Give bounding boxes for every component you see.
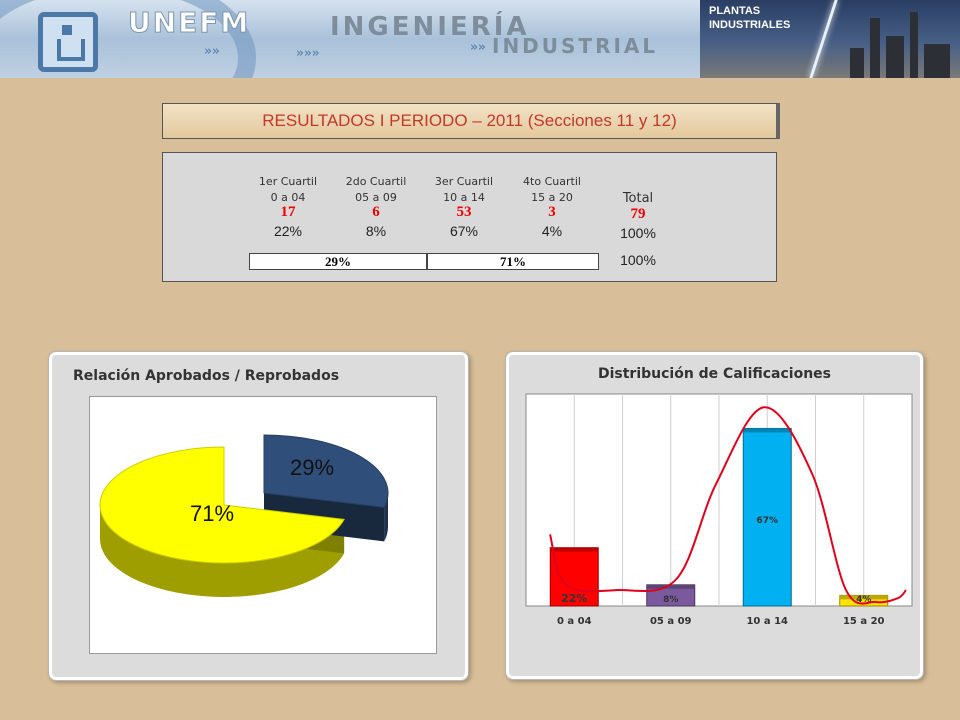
quartile-column: 4to Cuartil 15 a 20 3 4%: [523, 175, 581, 239]
header-banner: UNEFM INGENIERÍA INDUSTRIAL »» »»» »» PL…: [0, 0, 960, 78]
bar-data-label: 4%: [856, 595, 871, 605]
pie-slice-failed-side: [384, 493, 388, 542]
lightning-icon: [809, 0, 838, 78]
chevron-right-icon: »»: [204, 44, 220, 59]
bar-data-label: 8%: [663, 595, 678, 605]
x-tick-label: 10 a 14: [746, 616, 788, 627]
bar-chart-panel: Distribución de Calificaciones 22% 8% 67% 4…: [505, 351, 924, 680]
bar-chart: 22% 8% 67% 4% 0 a 04 05 a 09 10 a 14 15 a 20: [525, 393, 913, 627]
x-tick-label: 05 a 09: [650, 616, 692, 627]
pie-label-failed: 29%: [290, 455, 334, 480]
bar-top: [550, 547, 599, 552]
bar-top: [743, 428, 792, 433]
results-title: RESULTADOS I PERIODO – 2011 (Secciones 1…: [162, 103, 780, 139]
pie-chart-panel: Relación Aprobados / Reprobados 71% 29%: [48, 351, 469, 681]
bar-chart-title: Distribución de Calificaciones: [597, 366, 832, 382]
plants-label: PLANTAS INDUSTRIALES: [709, 5, 791, 31]
gear-logo-icon: [38, 12, 98, 72]
bar-top: [646, 584, 695, 589]
industrial-plants-image: PLANTAS INDUSTRIALES: [700, 0, 960, 78]
pie-plot-area: 71% 29%: [89, 396, 437, 654]
pie-slice-approved: [99, 446, 345, 564]
banner-industrial: INDUSTRIAL: [492, 34, 659, 58]
banner-unefm: UNEFM: [127, 6, 251, 40]
pie-label-approved: 71%: [190, 501, 234, 526]
pie-chart-title: Relación Aprobados / Reprobados: [73, 368, 340, 384]
aprobados-percent: 71%: [427, 253, 599, 270]
total-column: Total 79 100%: [603, 191, 673, 241]
pie-slice-approved-side: [100, 505, 345, 597]
x-tick-label: 15 a 20: [843, 616, 885, 627]
banner-ingenieria: INGENIERÍA: [330, 12, 530, 42]
distribution-curve: [549, 406, 907, 605]
quartile-column: 1er Cuartil 0 a 04 17 22%: [258, 175, 318, 239]
bar: [549, 547, 599, 607]
total-percent: 100%: [620, 225, 656, 241]
quartile-column: 2do Cuartil 05 a 09 6 8%: [345, 175, 407, 239]
total-label: Total: [622, 191, 654, 206]
bar-data-label: 22%: [561, 592, 587, 605]
bar-data-label: 67%: [756, 516, 778, 526]
pie-chart: 71% 29%: [99, 434, 389, 597]
pie-slice-failed: [263, 434, 389, 508]
chevron-right-icon: »»: [470, 40, 486, 55]
quartile-column: 3er Cuartil 10 a 14 53 67%: [434, 175, 494, 239]
total-count: 79: [630, 206, 646, 222]
results-table: 1er Cuartil 0 a 04 17 22% 2do Cuartil 05…: [162, 152, 777, 282]
chevron-right-icon: »»»: [296, 46, 320, 61]
bar-top: [839, 595, 888, 600]
split-total: 100%: [620, 252, 656, 268]
x-tick-label: 0 a 04: [557, 616, 592, 627]
reprobados-percent: 29%: [249, 253, 427, 270]
